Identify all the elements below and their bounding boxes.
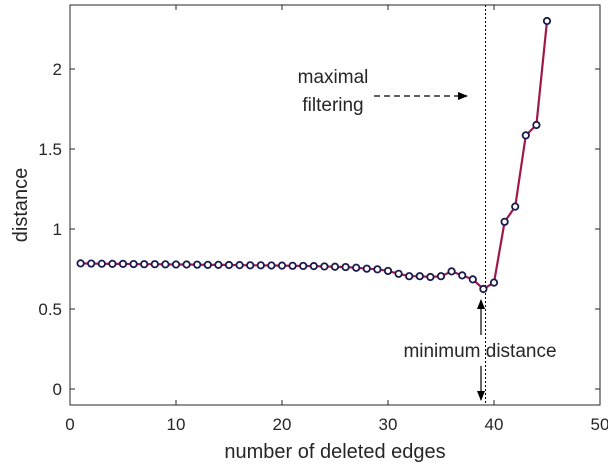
data-point [532,120,541,130]
data-point [447,267,456,276]
data-point [214,260,223,269]
data-point [277,261,287,270]
data-point [87,259,96,268]
data-series [76,16,552,294]
y-tick-label: 0.5 [38,300,62,319]
data-point [161,260,170,269]
data-point [108,259,117,268]
data-point [330,262,340,271]
y-tick-label: 0 [53,380,62,399]
data-point [468,275,477,284]
y-tick-label: 2 [53,60,62,79]
y-axis-label: distance [10,168,32,243]
data-point [267,261,276,270]
x-tick-label: 0 [65,415,74,434]
maximal-filtering-label-line1: maximal [298,67,369,88]
data-point [288,261,297,270]
maximal-filtering-label-line2: filtering [302,95,363,116]
data-point [182,260,191,269]
data-point [224,260,234,270]
axis-tick-labels: 0 10 20 30 40 50 0 0.5 1 1.5 2 [38,60,608,434]
plot-area-frame [69,4,601,406]
x-axis-label: number of deleted edges [224,441,445,463]
data-point [383,266,393,276]
series-line [80,20,549,291]
data-point [521,131,530,140]
data-point [320,262,329,271]
data-point [426,272,435,282]
x-tick-label: 20 [273,415,292,434]
data-point [256,261,265,270]
data-point [500,217,509,226]
axis-ticks [69,5,601,405]
data-point [341,262,350,272]
data-point [352,263,361,272]
data-point [299,261,308,271]
data-point [140,260,149,269]
x-tick-label: 50 [591,415,608,434]
x-tick-label: 40 [485,415,504,434]
data-point [129,259,138,269]
minimum-distance-label: minimum distance [403,341,556,362]
data-point [118,259,128,268]
data-point [405,272,414,281]
data-point [511,202,520,211]
x-tick-label: 10 [167,415,186,434]
data-point [150,260,159,269]
data-point [394,269,403,278]
data-point [479,284,488,294]
data-point [373,265,382,274]
data-point [76,259,85,268]
data-point [203,260,212,269]
data-point [542,16,552,26]
data-point [171,260,181,269]
data-point [436,272,446,281]
data-point [235,261,244,270]
data-point [415,272,424,281]
data-point [362,264,371,273]
data-point [489,278,499,287]
data-point [97,259,106,268]
data-point [458,271,467,280]
data-point [193,260,202,269]
y-tick-label: 1 [53,220,62,239]
x-tick-label: 30 [379,415,398,434]
y-tick-label: 1.5 [38,140,62,159]
data-point [309,262,318,271]
data-point [246,261,255,270]
